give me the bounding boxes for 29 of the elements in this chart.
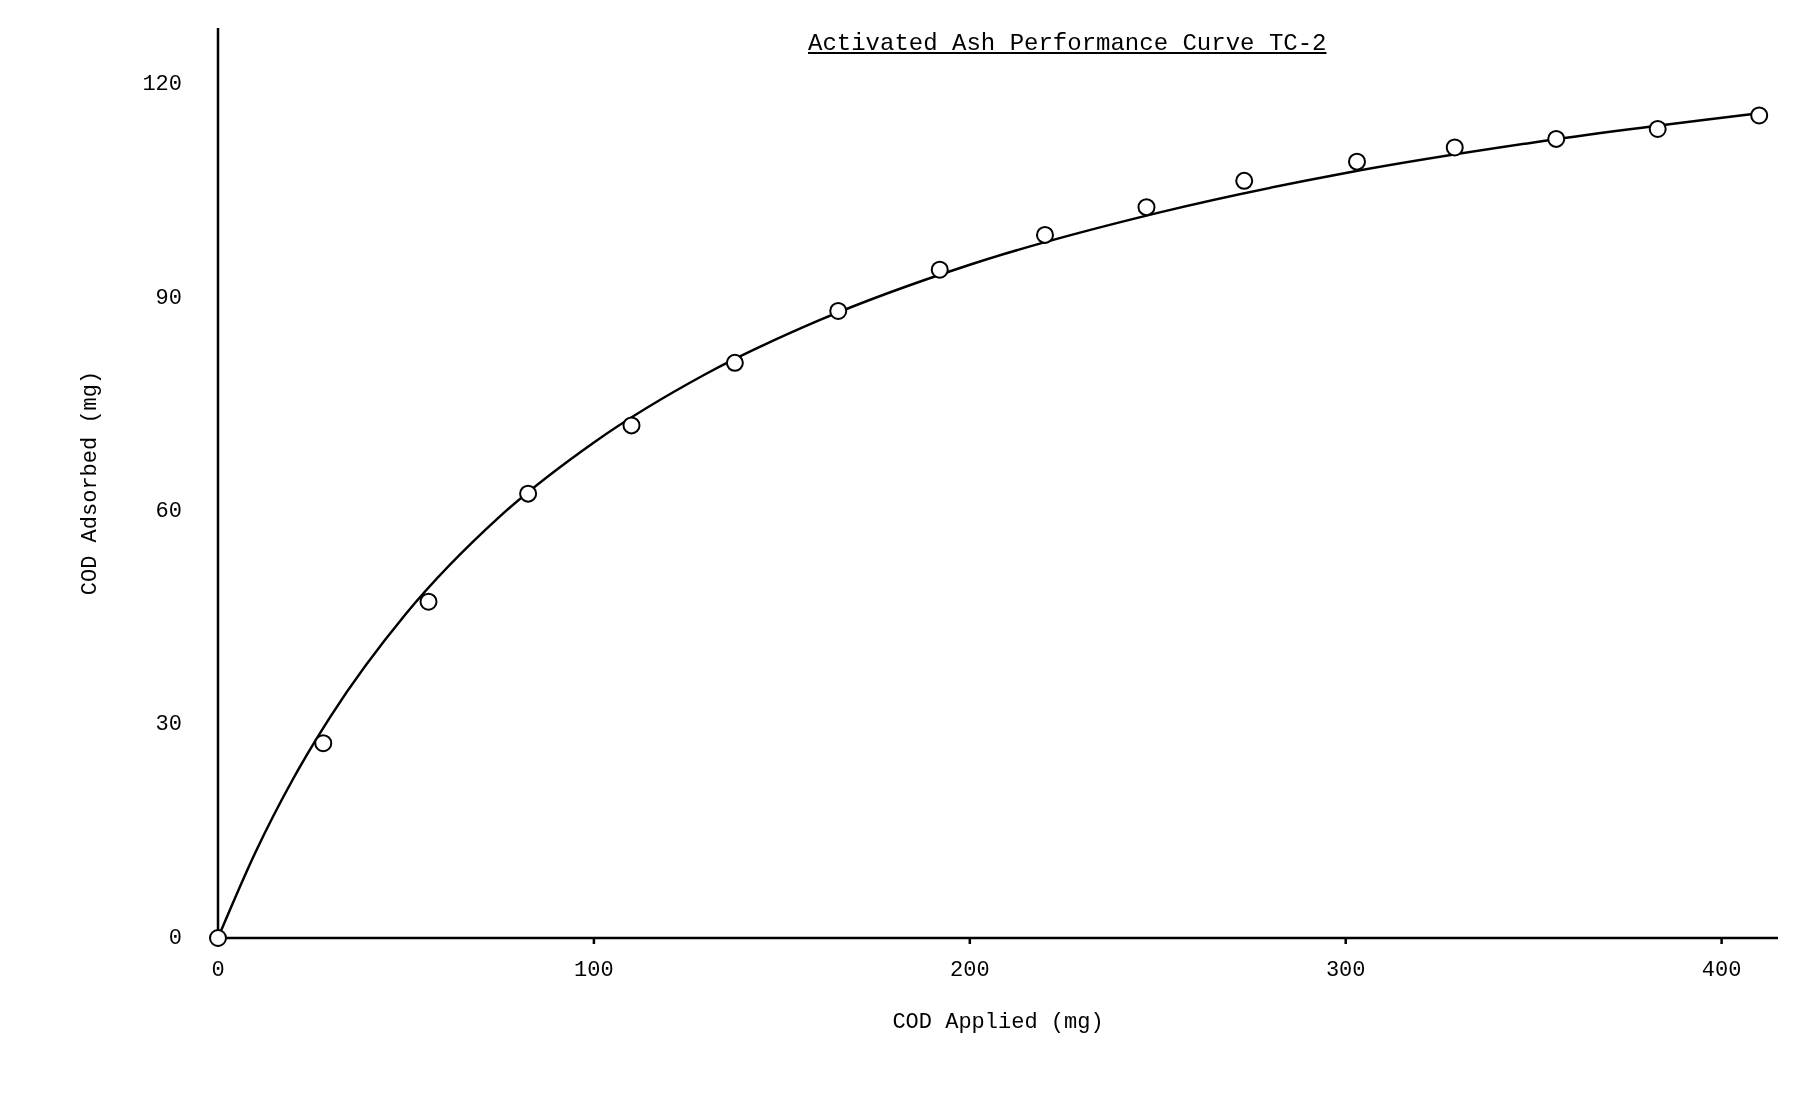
point [1347,152,1366,171]
y-tick-label: 0 [168,925,182,951]
point [1137,198,1156,217]
y-tick-label: 30 [155,712,182,738]
x-tick-label: 300 [1325,957,1366,983]
point [829,301,848,320]
point [209,929,227,947]
point [930,260,949,279]
point [622,416,641,435]
y-tick-label: 90 [155,285,182,311]
point [519,484,538,503]
chart-title: Activated Ash Performance Curve TC-2 [808,30,1327,57]
x-tick-label: 200 [950,957,990,983]
y-tick-label: 120 [142,72,182,98]
x-tick-label: 0 [211,957,225,983]
point [419,592,438,611]
x-tick-label: 100 [574,957,614,983]
x-tick-label: 400 [1701,957,1742,983]
point [1648,119,1667,138]
y-tick-label: 60 [155,498,182,524]
y-axis-title: COD Adsorbed (mg) [77,370,103,596]
point [1547,129,1566,148]
point [1235,171,1254,190]
point [1035,225,1054,244]
point [725,353,744,372]
point [314,734,333,753]
point [1445,138,1464,157]
point [1750,106,1769,125]
x-axis-title: COD Applied (mg) [892,1010,1104,1035]
